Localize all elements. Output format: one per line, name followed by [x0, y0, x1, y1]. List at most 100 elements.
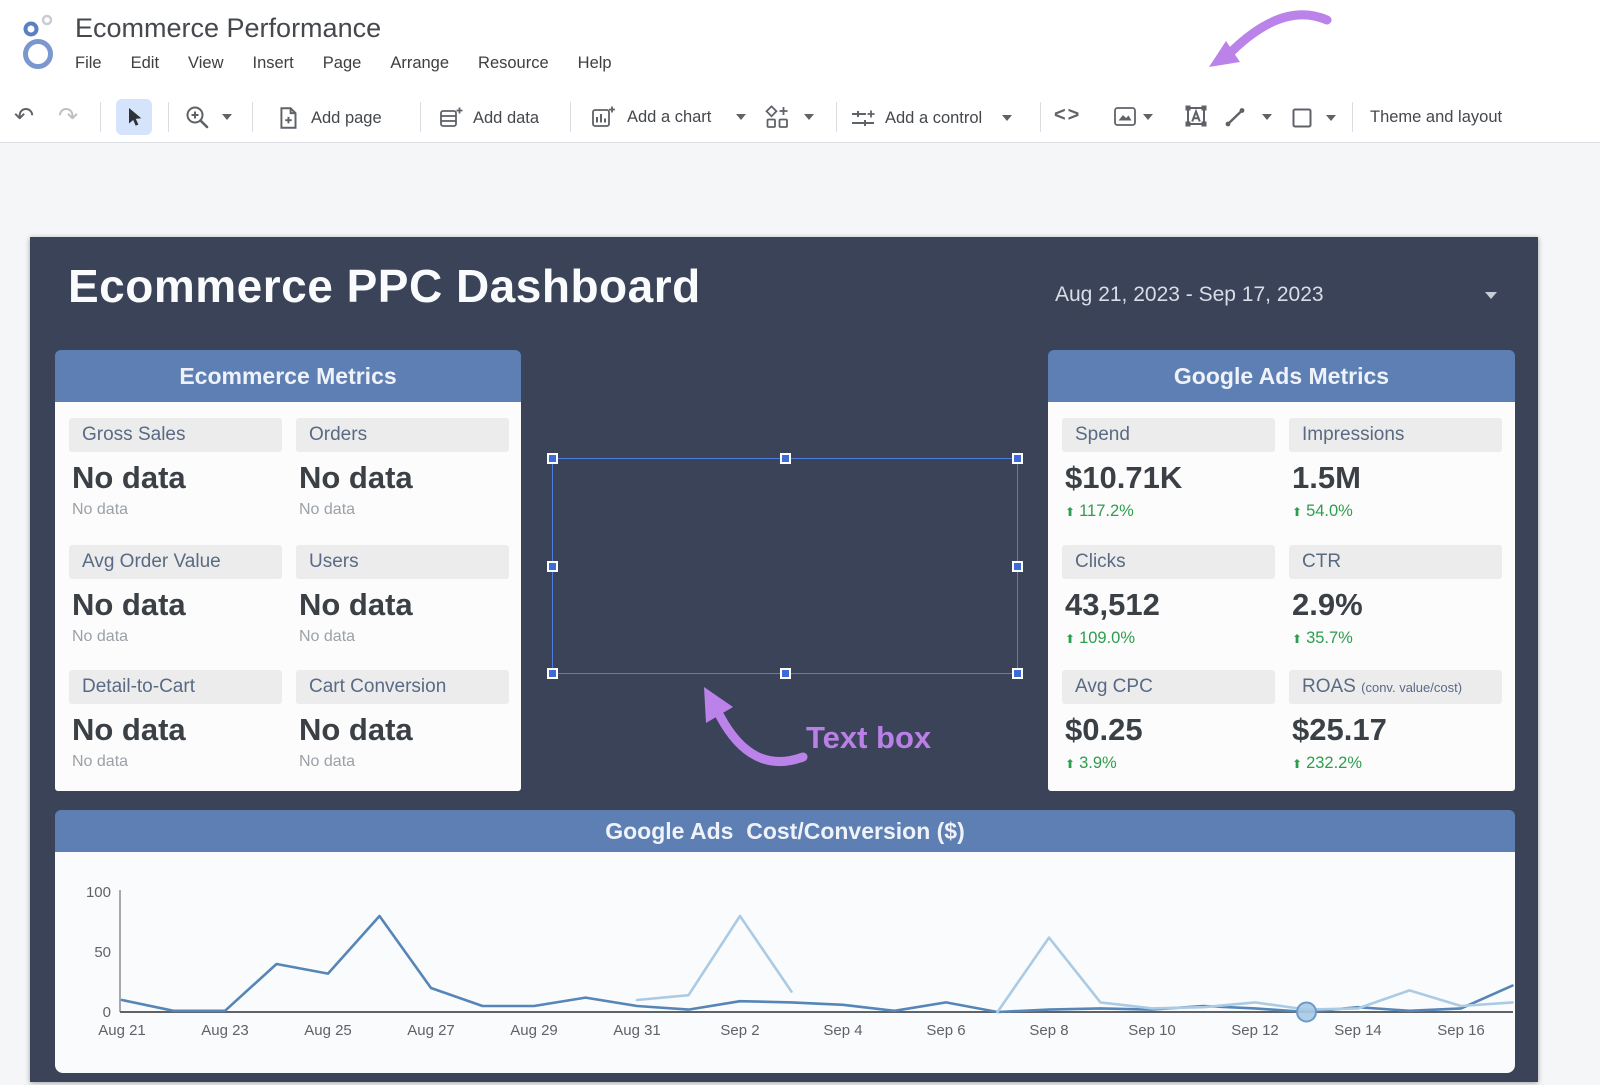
- theme-and-layout-button[interactable]: Theme and layout: [1370, 108, 1502, 127]
- google-ads-metrics-header[interactable]: Google Ads Metrics: [1048, 350, 1515, 402]
- metric-comparison: No data: [72, 501, 129, 518]
- metric-comparison: No data: [299, 501, 356, 518]
- resize-handle-nw[interactable]: [547, 453, 558, 464]
- menu-page[interactable]: Page: [322, 54, 362, 72]
- metric-value: No data: [299, 712, 413, 747]
- report-title[interactable]: Ecommerce Performance: [75, 13, 382, 43]
- cost-per-conversion-chart[interactable]: Google Ads Cost/Conversion ($) 0 50 100 Aug…: [55, 810, 1515, 1073]
- chevron-down-icon: [736, 114, 746, 120]
- x-axis-tick-label: Sep 4: [823, 1022, 862, 1039]
- up-arrow-icon: ⬆: [1065, 631, 1076, 646]
- chart-line-cost-per-conversion-dark: [120, 914, 1514, 1014]
- add-data-button[interactable]: Add data: [438, 105, 539, 131]
- resize-handle-sw[interactable]: [547, 668, 558, 679]
- resize-handle-n[interactable]: [779, 453, 791, 464]
- scorecard-avg-cpc[interactable]: Avg CPC $0.25 ⬆ 3.9%: [1062, 670, 1275, 773]
- app-header: Ecommerce Performance File Edit View Ins…: [0, 0, 1600, 92]
- metric-label: Impressions: [1289, 418, 1502, 452]
- highlighted-data-point[interactable]: [1296, 1001, 1317, 1023]
- report-canvas[interactable]: Ecommerce PPC Dashboard Aug 21, 2023 - S…: [30, 237, 1538, 1082]
- x-axis-tick-label: Sep 16: [1437, 1022, 1485, 1039]
- panel-title: Google Ads Metrics: [1173, 362, 1390, 389]
- scorecard-avg-order-value[interactable]: Avg Order Value No data No data: [69, 545, 282, 646]
- y-axis-tick-label: 50: [94, 944, 111, 961]
- menu-insert[interactable]: Insert: [252, 54, 294, 72]
- community-visualizations-button[interactable]: [764, 104, 814, 131]
- menu-view[interactable]: View: [188, 54, 224, 72]
- scorecard-users[interactable]: Users No data No data: [296, 545, 509, 646]
- resize-handle-se[interactable]: [1012, 668, 1023, 679]
- scorecard-spend[interactable]: Spend $10.71K ⬆ 117.2%: [1062, 418, 1275, 521]
- metric-delta: ⬆ 3.9%: [1065, 754, 1275, 773]
- metric-value: 43,512: [1065, 587, 1160, 622]
- add-page-icon: [280, 107, 297, 129]
- metric-label: ROAS (conv. value/cost): [1289, 670, 1502, 704]
- metric-comparison: No data: [72, 628, 129, 645]
- resize-handle-s[interactable]: [779, 668, 791, 679]
- zoom-tool-button[interactable]: [184, 104, 232, 131]
- menu-bar: File Edit View Insert Page Arrange Resou…: [75, 54, 612, 73]
- embed-url-button[interactable]: <>: [1054, 104, 1081, 127]
- chart-line-cost-per-conversion-light: [635, 914, 793, 1002]
- up-arrow-icon: ⬆: [1292, 504, 1303, 519]
- scorecard-roas[interactable]: ROAS (conv. value/cost) $25.17 ⬆ 232.2%: [1289, 670, 1502, 773]
- ecommerce-metrics-header[interactable]: Ecommerce Metrics: [55, 350, 521, 402]
- metric-value: No data: [299, 460, 413, 495]
- add-control-button[interactable]: Add a control: [850, 106, 1012, 130]
- panel-title: Ecommerce Metrics: [179, 362, 397, 389]
- text-box-tool-button[interactable]: [1180, 101, 1212, 133]
- selected-text-box[interactable]: [547, 453, 1023, 679]
- looker-studio-logo-icon: [23, 14, 53, 69]
- google-ads-metrics-panel[interactable]: Google Ads Metrics Spend $10.71K ⬆ 117.2%…: [1048, 350, 1515, 791]
- chart-plot-area: 0 50 100 Aug 21 Aug 23 Aug 25 Aug 27 Aug 29 Aug …: [55, 852, 1515, 1073]
- resize-handle-ne[interactable]: [1012, 453, 1023, 464]
- menu-help[interactable]: Help: [577, 54, 612, 72]
- scorecard-detail-to-cart[interactable]: Detail-to-Cart No data No data: [69, 670, 282, 771]
- chart-title: Google Ads Cost/Conversion ($): [605, 817, 965, 844]
- add-page-label: Add page: [311, 108, 382, 127]
- metric-delta: ⬆ 54.0%: [1292, 502, 1502, 521]
- dashboard-title[interactable]: Ecommerce PPC Dashboard: [68, 260, 701, 312]
- resize-handle-w[interactable]: [547, 560, 558, 572]
- line-tool-button[interactable]: [1222, 104, 1272, 131]
- add-chart-label: Add a chart: [627, 108, 712, 126]
- metric-delta: ⬆ 35.7%: [1292, 629, 1502, 648]
- undo-button[interactable]: ↶: [14, 105, 34, 129]
- add-data-icon: [440, 107, 463, 127]
- scorecard-ctr[interactable]: CTR 2.9% ⬆ 35.7%: [1289, 545, 1502, 648]
- menu-edit[interactable]: Edit: [130, 54, 160, 72]
- scorecard-gross-sales[interactable]: Gross Sales No data No data: [69, 418, 282, 519]
- metric-delta: ⬆ 232.2%: [1292, 754, 1502, 773]
- metric-value: $25.17: [1292, 712, 1387, 747]
- menu-arrange[interactable]: Arrange: [390, 54, 450, 72]
- add-image-button[interactable]: [1112, 105, 1153, 130]
- scorecard-cart-conversion[interactable]: Cart Conversion No data No data: [296, 670, 509, 771]
- zoom-magnifier-icon: [186, 106, 209, 129]
- scorecard-clicks[interactable]: Clicks 43,512 ⬆ 109.0%: [1062, 545, 1275, 648]
- x-axis-tick-label: Sep 8: [1029, 1022, 1068, 1039]
- metric-label-suffix: (conv. value/cost): [1361, 680, 1463, 695]
- select-tool-button[interactable]: [116, 99, 152, 135]
- theme-and-layout-label: Theme and layout: [1370, 108, 1503, 126]
- add-page-button[interactable]: Add page: [276, 105, 382, 131]
- metric-label: Avg Order Value: [69, 545, 282, 579]
- menu-resource[interactable]: Resource: [478, 54, 549, 72]
- chevron-down-icon: [1262, 114, 1272, 120]
- scorecard-orders[interactable]: Orders No data No data: [296, 418, 509, 519]
- chevron-down-icon: [1326, 115, 1336, 121]
- delta-value: 109.0%: [1079, 629, 1136, 647]
- scorecard-impressions[interactable]: Impressions 1.5M ⬆ 54.0%: [1289, 418, 1502, 521]
- chevron-down-icon: [804, 114, 814, 120]
- redo-button[interactable]: ↷: [58, 105, 78, 129]
- date-range-control[interactable]: Aug 21, 2023 - Sep 17, 2023: [1055, 283, 1497, 307]
- shape-tool-button[interactable]: [1290, 106, 1336, 130]
- date-range-value: Aug 21, 2023 - Sep 17, 2023: [1055, 283, 1324, 306]
- menu-file[interactable]: File: [75, 54, 102, 72]
- ecommerce-metrics-panel[interactable]: Ecommerce Metrics Gross Sales No data No…: [55, 350, 521, 791]
- cursor-pointer-icon: [129, 108, 142, 126]
- add-chart-button[interactable]: Add a chart: [590, 104, 746, 131]
- up-arrow-icon: ⬆: [1292, 756, 1303, 771]
- metric-value: No data: [72, 460, 186, 495]
- resize-handle-e[interactable]: [1012, 560, 1023, 572]
- metric-value: No data: [72, 587, 186, 622]
